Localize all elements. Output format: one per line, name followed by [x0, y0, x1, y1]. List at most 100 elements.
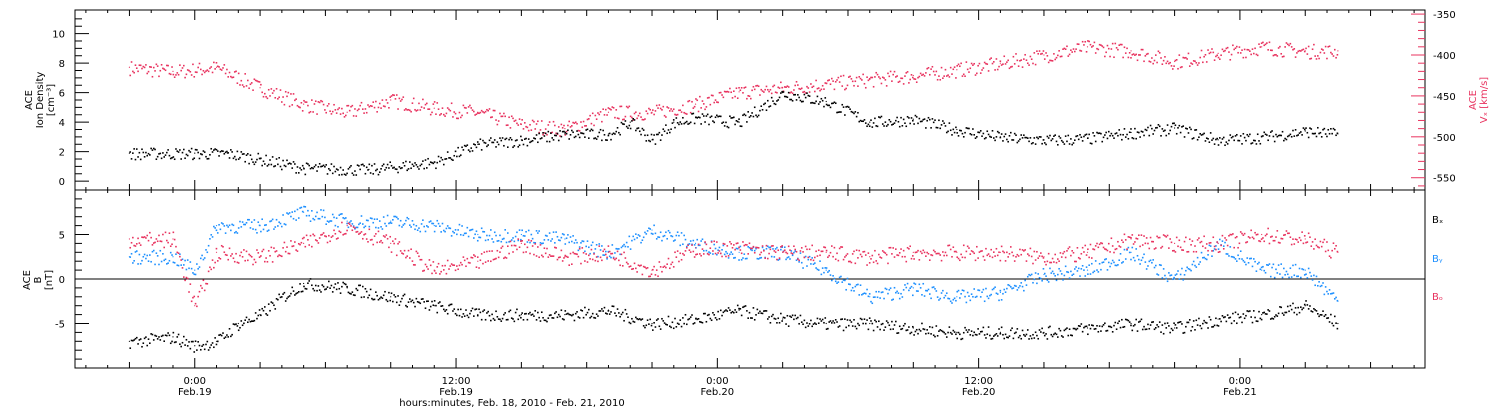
data-point — [218, 223, 220, 226]
data-point — [1205, 137, 1208, 139]
data-point — [303, 236, 305, 239]
data-point — [578, 130, 581, 132]
data-point — [635, 129, 637, 132]
data-point — [888, 75, 891, 78]
data-point — [544, 132, 547, 135]
data-point — [645, 140, 648, 142]
data-point — [1040, 277, 1042, 280]
data-point — [1130, 57, 1132, 59]
data-point — [661, 270, 663, 273]
data-point — [1289, 133, 1292, 136]
data-point — [900, 292, 902, 295]
data-point — [342, 169, 344, 171]
data-point — [462, 256, 465, 258]
data-point — [395, 216, 398, 219]
data-point — [599, 256, 602, 259]
data-point — [418, 102, 420, 105]
data-point — [1277, 134, 1280, 137]
data-point — [1224, 49, 1226, 52]
data-point — [1219, 318, 1221, 320]
data-point — [855, 284, 858, 286]
data-point — [610, 252, 612, 255]
data-point — [640, 241, 642, 244]
data-point — [1188, 319, 1191, 321]
data-point — [740, 258, 743, 261]
data-point — [167, 149, 169, 151]
data-point — [385, 225, 388, 227]
data-point — [1128, 236, 1131, 239]
data-point — [1241, 49, 1243, 51]
data-point — [266, 260, 269, 263]
data-point — [676, 322, 679, 325]
data-point — [463, 259, 466, 262]
data-point — [845, 326, 847, 329]
data-point — [150, 147, 152, 150]
data-point — [488, 139, 491, 142]
data-point — [808, 248, 811, 251]
data-point — [1272, 54, 1275, 57]
data-point — [1064, 48, 1067, 51]
data-point — [1013, 260, 1016, 262]
data-point — [367, 169, 369, 171]
data-point — [301, 164, 304, 167]
data-point — [428, 309, 431, 311]
data-point — [1246, 48, 1249, 51]
data-point — [139, 64, 142, 67]
data-point — [1114, 321, 1117, 324]
data-point — [518, 118, 521, 120]
data-point — [577, 133, 580, 136]
data-point — [554, 134, 556, 137]
data-point — [1230, 53, 1233, 56]
data-point — [683, 254, 685, 256]
data-point — [299, 283, 301, 285]
data-point — [1220, 141, 1222, 144]
data-point — [777, 259, 780, 261]
data-point — [972, 250, 974, 253]
data-point — [137, 70, 139, 73]
data-point — [453, 231, 456, 234]
data-point — [316, 113, 318, 115]
data-point — [964, 256, 966, 259]
data-point — [595, 313, 598, 315]
data-point — [804, 96, 807, 99]
data-point — [1097, 246, 1100, 249]
data-point — [854, 325, 857, 328]
data-point — [1148, 260, 1151, 263]
data-point — [1131, 137, 1134, 139]
data-point — [282, 247, 284, 249]
data-point — [167, 64, 169, 67]
data-point — [633, 238, 636, 241]
data-point — [934, 288, 936, 290]
data-point — [850, 261, 853, 264]
data-point — [968, 127, 970, 130]
data-point — [180, 259, 182, 261]
data-point — [1323, 52, 1326, 54]
data-point — [393, 94, 395, 97]
data-point — [551, 255, 554, 257]
data-point — [1161, 245, 1164, 248]
data-point — [454, 112, 457, 115]
data-point — [151, 250, 154, 253]
data-point — [1024, 136, 1026, 139]
data-point — [969, 334, 972, 336]
data-point — [467, 261, 470, 264]
data-point — [377, 227, 380, 229]
data-point — [183, 148, 185, 151]
data-point — [1122, 133, 1124, 136]
data-point — [1263, 44, 1266, 47]
data-point — [1326, 317, 1328, 320]
data-point — [1283, 267, 1285, 270]
data-point — [1126, 133, 1128, 136]
data-point — [590, 315, 593, 318]
data-point — [423, 107, 425, 109]
data-point — [367, 219, 369, 222]
data-point — [1020, 337, 1023, 340]
data-point — [244, 319, 247, 321]
data-point — [875, 260, 878, 262]
data-point — [1064, 135, 1067, 137]
data-point — [1117, 240, 1119, 243]
data-point — [557, 313, 560, 316]
data-point — [423, 301, 425, 303]
data-point — [146, 344, 149, 347]
data-point — [827, 271, 829, 273]
